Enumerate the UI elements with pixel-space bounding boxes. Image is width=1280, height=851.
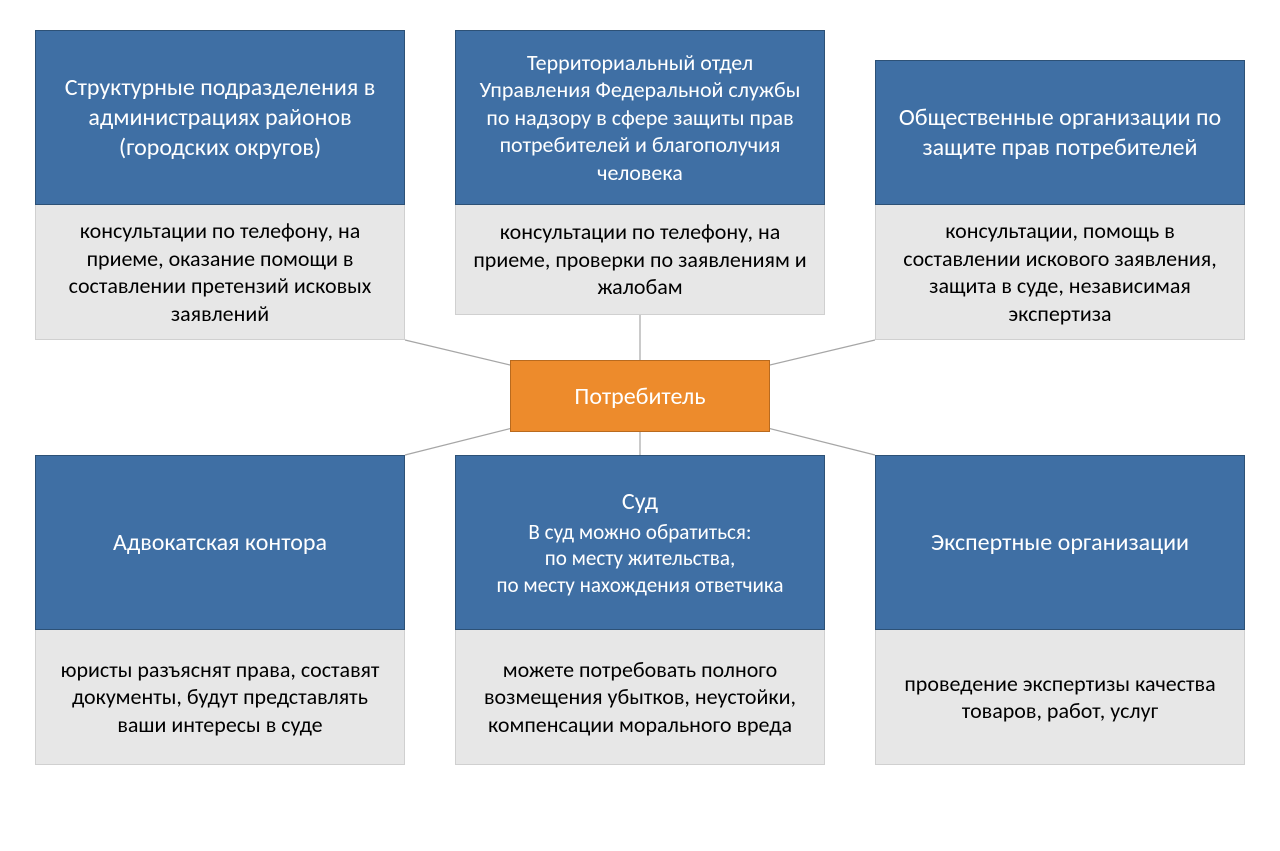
node-body: консультации по телефону, на приеме, ока… <box>35 205 405 340</box>
node-body: консультации по телефону, на приеме, про… <box>455 205 825 315</box>
node-body: проведение экспертизы качества товаров, … <box>875 630 1245 765</box>
node-n4: Адвокатская контора юристы разъяснят прав… <box>35 455 405 765</box>
node-body: юристы разъяснят права, составят докумен… <box>35 630 405 765</box>
node-body: можете потребовать полного возмещения уб… <box>455 630 825 765</box>
node-header-title: Экспертные организации <box>931 528 1189 558</box>
consumer-diagram: Потребитель Структурные подразделения в … <box>0 0 1280 851</box>
center-label: Потребитель <box>574 382 705 411</box>
node-header: Территориальный отдел Управления Федерал… <box>455 30 825 205</box>
node-header: Экспертные организации <box>875 455 1245 630</box>
node-header-title: Территориальный отдел Управления Федерал… <box>470 49 810 187</box>
node-header: Структурные подразделения в администраци… <box>35 30 405 205</box>
center-node: Потребитель <box>510 360 770 432</box>
node-header-title: Общественные организации по защите прав … <box>890 103 1230 163</box>
node-header-title: Структурные подразделения в администраци… <box>50 73 390 163</box>
node-header: СудВ суд можно обратиться: по месту жите… <box>455 455 825 630</box>
node-header: Адвокатская контора <box>35 455 405 630</box>
node-header-title: Адвокатская контора <box>113 528 327 558</box>
node-n6: Экспертные организации проведение эксперт… <box>875 455 1245 765</box>
node-header: Общественные организации по защите прав … <box>875 60 1245 205</box>
node-n2: Территориальный отдел Управления Федерал… <box>455 30 825 315</box>
node-header-title: Суд <box>622 487 658 517</box>
node-n3: Общественные организации по защите прав … <box>875 60 1245 340</box>
node-header-subtitle: В суд можно обратиться: по месту жительс… <box>496 519 783 598</box>
node-n5: СудВ суд можно обратиться: по месту жите… <box>455 455 825 765</box>
node-n1: Структурные подразделения в администраци… <box>35 30 405 340</box>
node-body: консультации, помощь в составлении исков… <box>875 205 1245 340</box>
